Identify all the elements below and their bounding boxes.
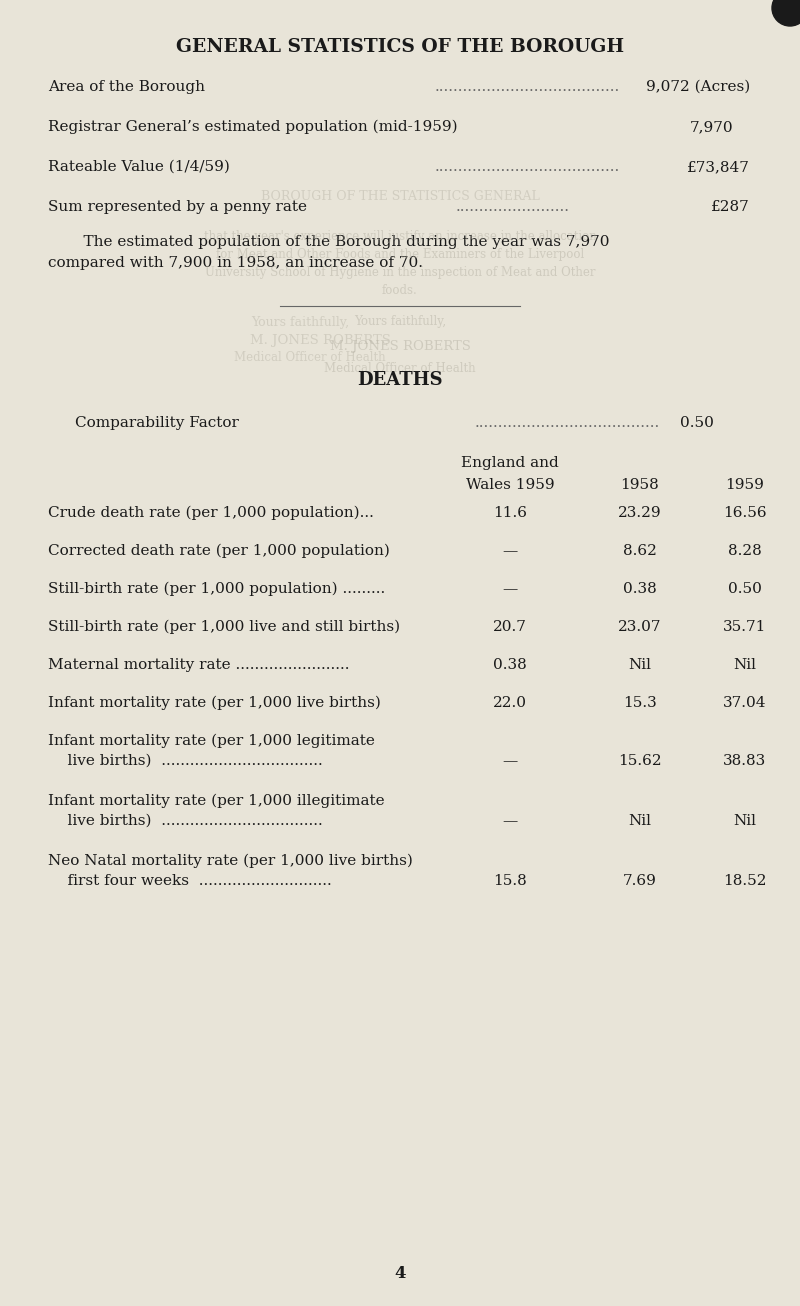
Text: Nil: Nil [629, 814, 651, 828]
Text: 8.28: 8.28 [728, 545, 762, 558]
Text: Still-birth rate (per 1,000 live and still births): Still-birth rate (per 1,000 live and sti… [48, 620, 400, 635]
Text: England and: England and [461, 456, 559, 470]
Text: M. JONES ROBERTS: M. JONES ROBERTS [250, 334, 390, 347]
Text: Sum represented by a penny rate: Sum represented by a penny rate [48, 200, 307, 214]
Text: 37.04: 37.04 [723, 696, 766, 710]
Text: 22.0: 22.0 [493, 696, 527, 710]
Text: £287: £287 [711, 200, 750, 214]
Text: 15.62: 15.62 [618, 754, 662, 768]
Text: 9,072 (Acres): 9,072 (Acres) [646, 80, 750, 94]
Text: compared with 7,900 in 1958, an increase of 70.: compared with 7,900 in 1958, an increase… [48, 256, 423, 270]
Text: 4: 4 [394, 1266, 406, 1282]
Text: Neo Natal mortality rate (per 1,000 live births): Neo Natal mortality rate (per 1,000 live… [48, 854, 413, 868]
Text: —: — [502, 754, 518, 768]
Text: first four weeks  ............................: first four weeks .......................… [48, 874, 332, 888]
Text: 8.62: 8.62 [623, 545, 657, 558]
Text: 0.50: 0.50 [680, 417, 714, 430]
Text: 0.38: 0.38 [493, 658, 527, 673]
Text: 23.29: 23.29 [618, 505, 662, 520]
Text: 20.7: 20.7 [493, 620, 527, 633]
Text: 0.38: 0.38 [623, 582, 657, 596]
Text: 18.52: 18.52 [723, 874, 766, 888]
Text: ........................: ........................ [456, 200, 570, 214]
Text: 0.50: 0.50 [728, 582, 762, 596]
Text: 15.3: 15.3 [623, 696, 657, 710]
Text: .......................................: ....................................... [434, 161, 620, 174]
Text: .......................................: ....................................... [434, 80, 620, 94]
Text: Yours faithfully,: Yours faithfully, [354, 315, 446, 328]
Text: Nil: Nil [734, 814, 757, 828]
Text: 7,970: 7,970 [690, 120, 734, 135]
Circle shape [772, 0, 800, 26]
Text: Rateable Value (1/4/59): Rateable Value (1/4/59) [48, 161, 230, 174]
Text: live births)  ..................................: live births) ...........................… [48, 754, 322, 768]
Text: BOROUGH OF THE STATISTICS GENERAL: BOROUGH OF THE STATISTICS GENERAL [261, 189, 539, 202]
Text: 11.6: 11.6 [493, 505, 527, 520]
Text: —: — [502, 545, 518, 558]
Text: 35.71: 35.71 [723, 620, 766, 633]
Text: 23.07: 23.07 [618, 620, 662, 633]
Text: for Meat and Other Foods and the Examiners of the Liverpool: for Meat and Other Foods and the Examine… [216, 248, 584, 261]
Text: The estimated population of the Borough during the year was 7,970: The estimated population of the Borough … [64, 235, 610, 249]
Text: Nil: Nil [734, 658, 757, 673]
Text: Area of the Borough: Area of the Borough [48, 80, 205, 94]
Text: 16.56: 16.56 [723, 505, 767, 520]
Text: £73,847: £73,847 [687, 161, 750, 174]
Text: —: — [502, 814, 518, 828]
Text: Infant mortality rate (per 1,000 live births): Infant mortality rate (per 1,000 live bi… [48, 696, 381, 710]
Text: Maternal mortality rate ........................: Maternal mortality rate ................… [48, 658, 350, 673]
Text: Corrected death rate (per 1,000 population): Corrected death rate (per 1,000 populati… [48, 545, 390, 559]
Text: —: — [502, 582, 518, 596]
Text: 15.8: 15.8 [493, 874, 527, 888]
Text: Wales 1959: Wales 1959 [466, 478, 554, 492]
Text: 1959: 1959 [726, 478, 765, 492]
Text: that the year's experience will justify an increase in the allocation: that the year's experience will justify … [204, 230, 596, 243]
Text: Medical Officer of Health: Medical Officer of Health [324, 362, 476, 375]
Text: M. JONES ROBERTS: M. JONES ROBERTS [330, 340, 470, 353]
Text: Nil: Nil [629, 658, 651, 673]
Text: University School of Hygiene in the inspection of Meat and Other: University School of Hygiene in the insp… [205, 266, 595, 279]
Text: live births)  ..................................: live births) ...........................… [48, 814, 322, 828]
Text: GENERAL STATISTICS OF THE BOROUGH: GENERAL STATISTICS OF THE BOROUGH [176, 38, 624, 56]
Text: Still-birth rate (per 1,000 population) .........: Still-birth rate (per 1,000 population) … [48, 582, 386, 597]
Text: 38.83: 38.83 [723, 754, 766, 768]
Text: Yours faithfully,: Yours faithfully, [251, 316, 349, 329]
Text: .......................................: ....................................... [474, 417, 660, 430]
Text: Medical Officer of Health: Medical Officer of Health [234, 351, 386, 364]
Text: Infant mortality rate (per 1,000 illegitimate: Infant mortality rate (per 1,000 illegit… [48, 794, 385, 808]
Text: Crude death rate (per 1,000 population)...: Crude death rate (per 1,000 population).… [48, 505, 374, 520]
Text: Registrar General’s estimated population (mid-1959): Registrar General’s estimated population… [48, 120, 458, 135]
Text: 7.69: 7.69 [623, 874, 657, 888]
Text: 1958: 1958 [621, 478, 659, 492]
Text: Infant mortality rate (per 1,000 legitimate: Infant mortality rate (per 1,000 legitim… [48, 734, 375, 748]
Text: foods.: foods. [382, 283, 418, 296]
Text: DEATHS: DEATHS [357, 371, 443, 389]
Text: Comparability Factor: Comparability Factor [75, 417, 239, 430]
